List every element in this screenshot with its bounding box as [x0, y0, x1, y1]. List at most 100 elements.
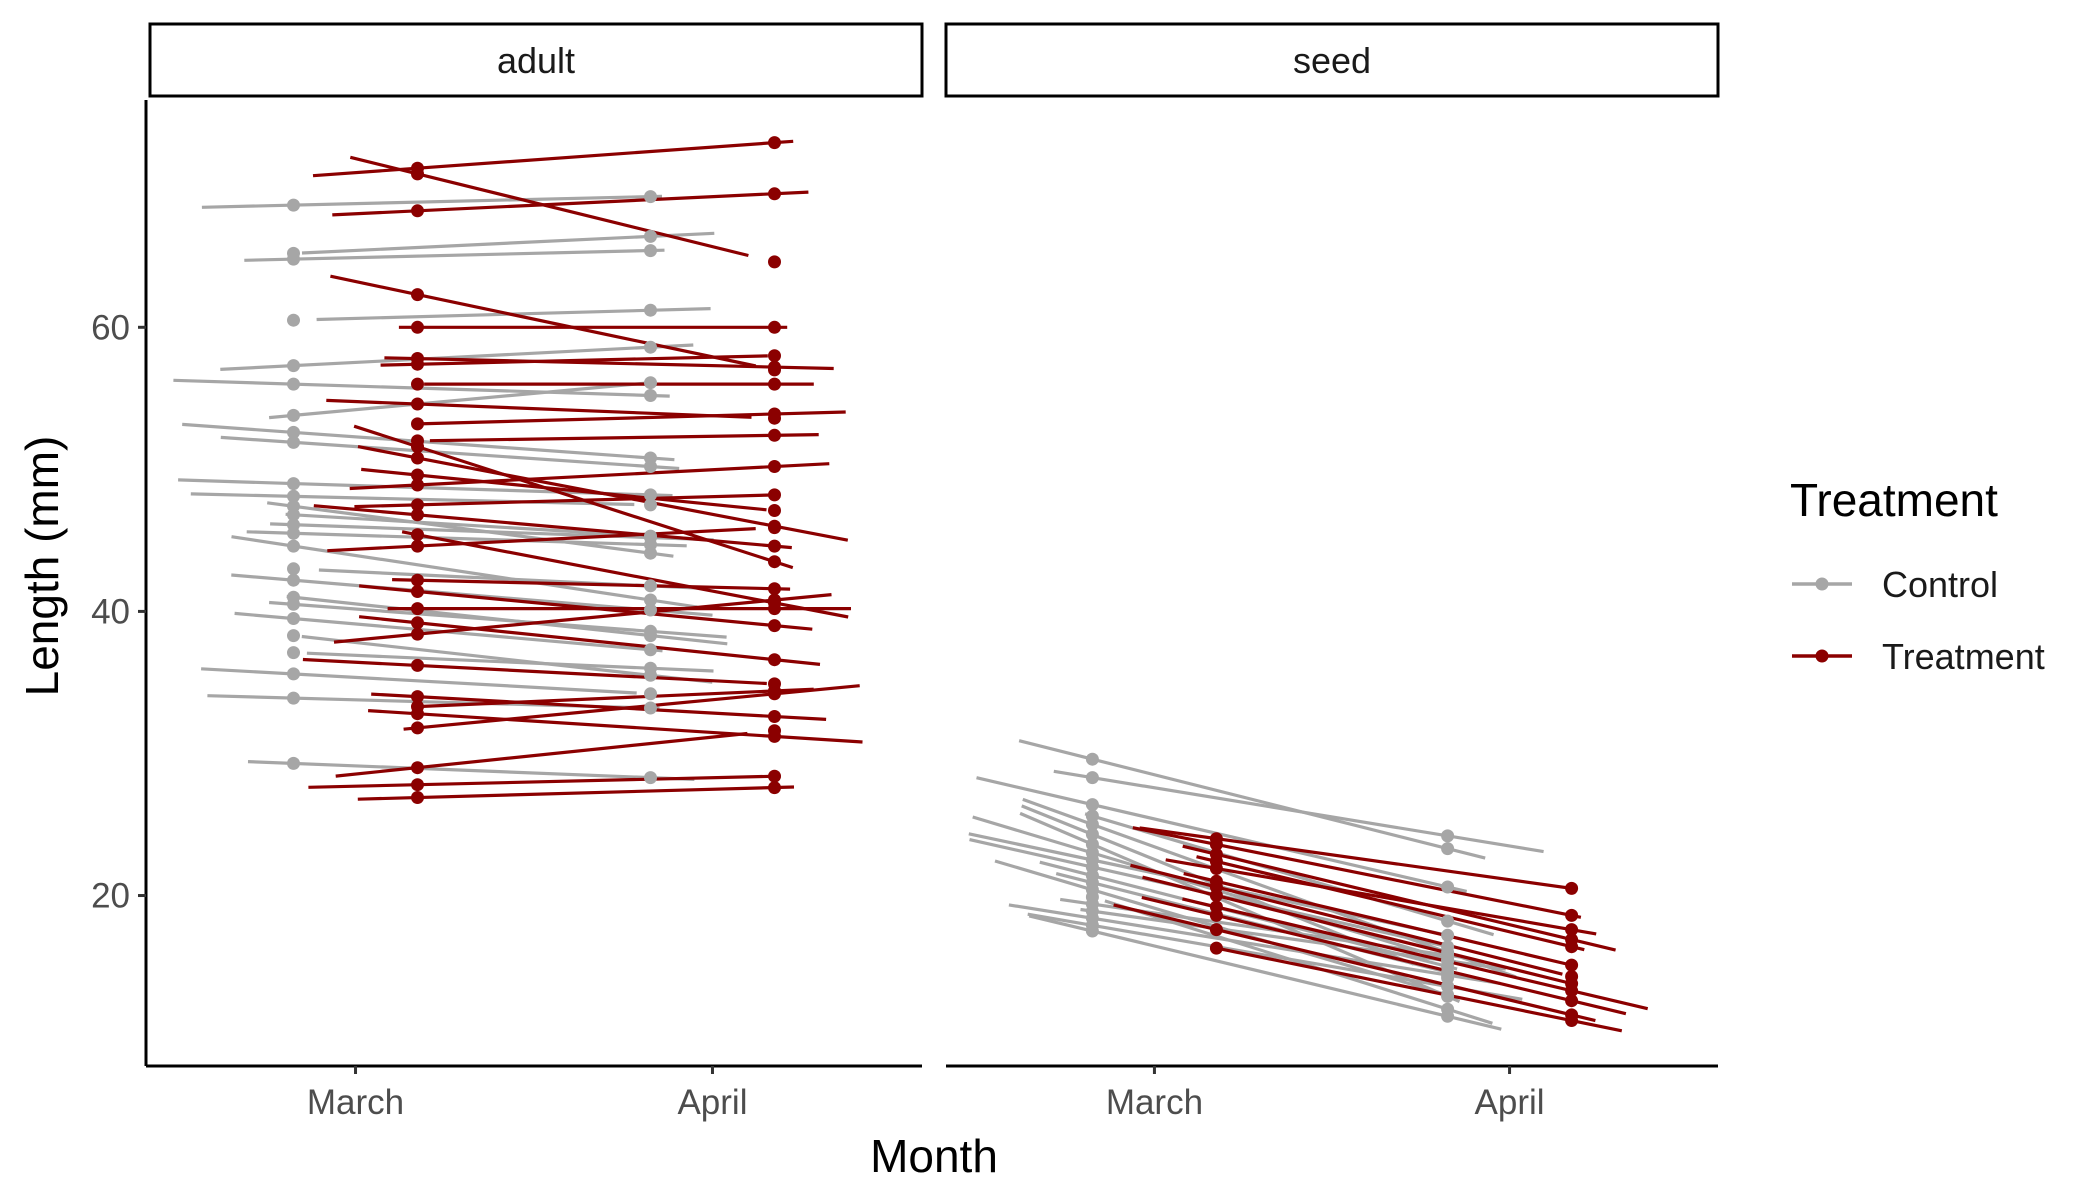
- point-treatment-april: [768, 504, 781, 517]
- point-control-april: [644, 229, 657, 243]
- legend-key-control: [1792, 577, 1852, 591]
- point-control-march: [287, 359, 300, 373]
- line-control: [201, 667, 637, 695]
- point-treatment-april: [768, 187, 781, 201]
- line-treatment: [357, 785, 795, 801]
- line-treatment: [411, 687, 814, 709]
- point-treatment-april: [768, 781, 781, 795]
- line-treatment: [1220, 947, 1623, 1033]
- x-tick-label-march: March: [307, 1083, 404, 1122]
- line-treatment: [1165, 858, 1597, 936]
- point-control-april: [1441, 928, 1455, 942]
- point-treatment-march: [1209, 837, 1223, 851]
- x-axis-ticks: March April March April: [307, 1066, 1545, 1122]
- line-treatment: [327, 527, 756, 553]
- line-treatment: [403, 684, 860, 731]
- point-control-april: [644, 303, 657, 317]
- point-control-april: [1441, 979, 1455, 993]
- point-control-march: [287, 252, 300, 266]
- point-treatment-april: [768, 539, 781, 553]
- point-treatment-march: [411, 778, 424, 792]
- point-treatment-march: [411, 397, 424, 411]
- point-treatment-april: [1565, 940, 1579, 954]
- legend-key-treatment-dot: [1815, 649, 1829, 663]
- x-tick-label-april: April: [677, 1083, 747, 1122]
- point-treatment-march: [1209, 923, 1223, 937]
- point-treatment-march: [411, 288, 424, 302]
- line-treatment: [392, 578, 791, 591]
- point-control-march: [287, 629, 300, 643]
- point-treatment-march: [411, 627, 424, 641]
- point-treatment-march: [411, 707, 424, 721]
- point-treatment-april: [1565, 984, 1579, 998]
- line-treatment: [1196, 855, 1585, 952]
- point-treatment-april: [768, 653, 781, 667]
- point-treatment-april: [768, 407, 781, 421]
- point-control-april: [644, 624, 657, 638]
- point-treatment-april: [1565, 908, 1579, 922]
- point-treatment-april: [768, 360, 781, 374]
- point-control-april: [644, 244, 657, 258]
- point-control-march: [287, 313, 300, 327]
- point-treatment-april: [1565, 1014, 1579, 1027]
- line-control: [247, 760, 695, 781]
- line-treatment: [1132, 826, 1582, 919]
- point-control-march: [1085, 771, 1099, 785]
- point-treatment-april: [768, 582, 781, 596]
- point-control-april: [1441, 842, 1455, 856]
- point-treatment-april: [768, 460, 781, 473]
- line-treatment: [354, 493, 773, 509]
- strip-seed: [944, 22, 1720, 98]
- point-control-march: [287, 756, 300, 770]
- point-control-april: [1441, 914, 1455, 928]
- line-control: [1027, 912, 1523, 1001]
- point-control-april: [1441, 880, 1455, 894]
- point-treatment-march: [411, 602, 424, 616]
- point-control-april: [644, 687, 657, 701]
- line-treatment: [361, 467, 767, 512]
- point-treatment-march: [1209, 908, 1223, 922]
- line-treatment: [429, 433, 819, 443]
- line-control: [190, 492, 635, 507]
- legend-label-control: Control: [1882, 564, 1998, 605]
- line-control: [182, 422, 675, 462]
- point-control-march: [287, 508, 300, 522]
- line-treatment: [313, 504, 792, 550]
- point-control-april: [644, 593, 657, 607]
- point-treatment-april: [768, 136, 781, 150]
- line-treatment: [308, 774, 781, 789]
- point-treatment-april: [1565, 994, 1579, 1008]
- point-control-march: [287, 477, 300, 491]
- strip-label-seed: seed: [1293, 40, 1371, 81]
- point-treatment-march: [411, 658, 424, 672]
- line-control: [1028, 914, 1502, 1031]
- point-treatment-april: [768, 488, 781, 502]
- point-treatment-april: [768, 377, 781, 391]
- point-treatment-march: [411, 539, 424, 553]
- point-treatment-march: [411, 440, 424, 454]
- point-treatment-march: [411, 468, 424, 482]
- line-treatment: [358, 615, 821, 666]
- y-tick-label: 20: [91, 877, 130, 916]
- point-control-april: [644, 190, 657, 204]
- line-treatment: [312, 139, 794, 178]
- point-treatment-march: [411, 167, 424, 181]
- point-treatment-april: [768, 320, 781, 334]
- point-control-march: [287, 667, 300, 681]
- line-treatment: [333, 593, 832, 644]
- point-treatment-april: [1565, 958, 1579, 972]
- point-treatment-march: [411, 721, 424, 735]
- point-control-march: [1085, 924, 1099, 938]
- point-control-april: [644, 701, 657, 715]
- legend: Treatment Control Treatment: [1790, 474, 2045, 677]
- point-control-april: [644, 603, 657, 617]
- point-treatment-march: [411, 528, 424, 542]
- y-tick-label: 60: [91, 308, 130, 347]
- point-control-march: [287, 408, 300, 422]
- line-treatment: [330, 274, 757, 368]
- point-treatment-march: [411, 451, 424, 465]
- point-treatment-march: [411, 357, 424, 371]
- point-treatment-march: [411, 377, 424, 391]
- point-control-april: [644, 498, 657, 512]
- point-treatment-march: [411, 478, 424, 492]
